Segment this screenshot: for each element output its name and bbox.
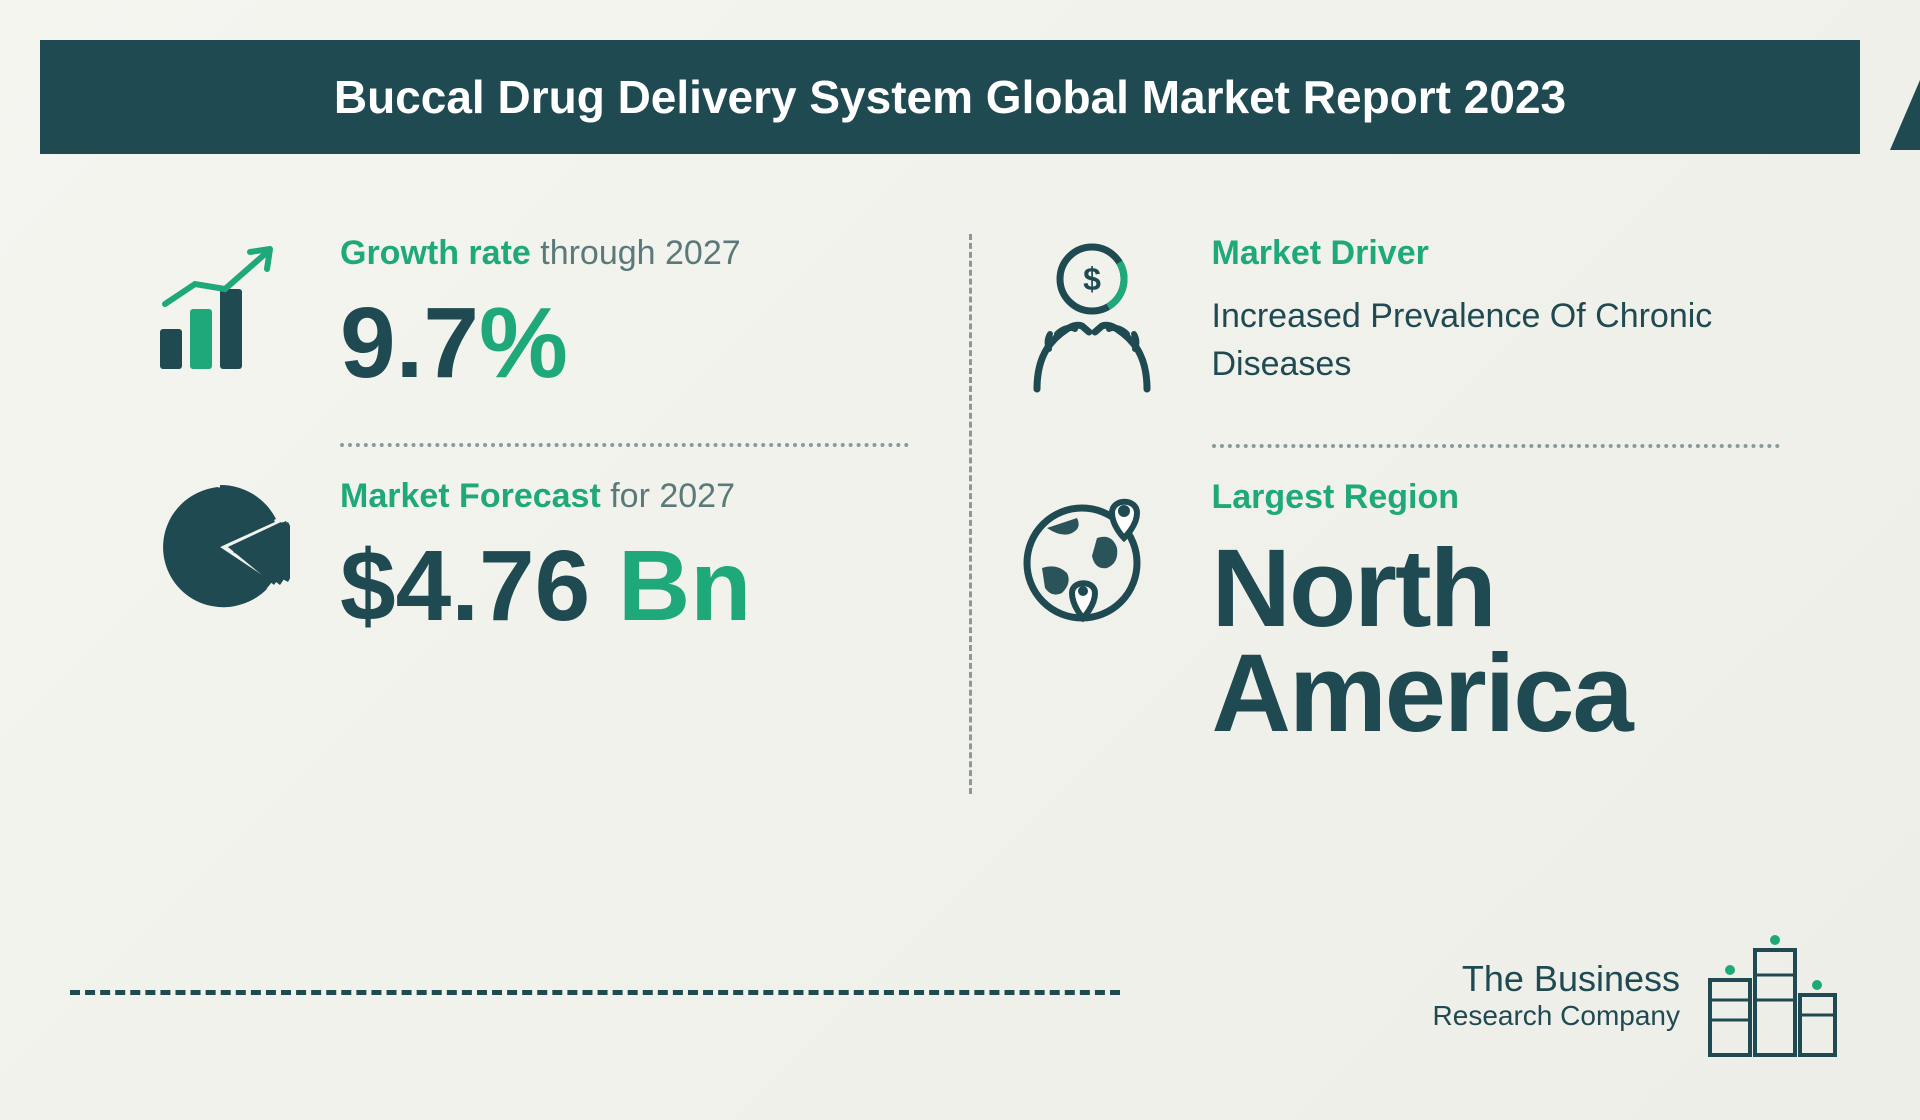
header-bar: Buccal Drug Delivery System Global Marke… — [40, 40, 1860, 154]
forecast-block: Market Forecast for 2027 $4.76 Bn — [140, 457, 929, 676]
page-title: Buccal Drug Delivery System Global Marke… — [80, 70, 1820, 124]
region-block: Largest Region North America — [1012, 458, 1801, 786]
corner-accent — [1890, 80, 1920, 150]
growth-label: Growth rate through 2027 — [340, 234, 929, 273]
divider-dotted-right — [1212, 444, 1781, 448]
left-column: Growth rate through 2027 9.7% — [140, 214, 929, 794]
forecast-label: Market Forecast for 2027 — [340, 477, 929, 516]
right-column: $ Market Driver Increased Prevalence Of … — [1012, 214, 1801, 794]
forecast-value: $4.76 Bn — [340, 536, 929, 636]
vertical-divider — [969, 234, 972, 794]
logo-line1: The Business — [1433, 958, 1680, 1000]
growth-block: Growth rate through 2027 9.7% — [140, 214, 929, 433]
hands-money-icon: $ — [1012, 234, 1172, 394]
growth-icon — [140, 234, 300, 384]
logo: The Business Research Company — [1433, 930, 1840, 1060]
content-grid: Growth rate through 2027 9.7% — [0, 154, 1920, 794]
driver-text: Increased Prevalence Of Chronic Diseases — [1212, 293, 1801, 388]
globe-pin-icon — [1012, 478, 1172, 638]
bottom-dash-line — [70, 990, 1120, 995]
svg-text:$: $ — [1083, 261, 1101, 297]
logo-buildings-icon — [1700, 930, 1840, 1060]
pie-chart-icon — [140, 477, 300, 617]
driver-block: $ Market Driver Increased Prevalence Of … — [1012, 214, 1801, 434]
divider-dotted — [340, 443, 909, 447]
region-label: Largest Region — [1212, 478, 1801, 517]
region-value: North America — [1212, 537, 1801, 746]
driver-label: Market Driver — [1212, 234, 1801, 273]
growth-value: 9.7% — [340, 293, 929, 393]
logo-line2: Research Company — [1433, 1000, 1680, 1032]
